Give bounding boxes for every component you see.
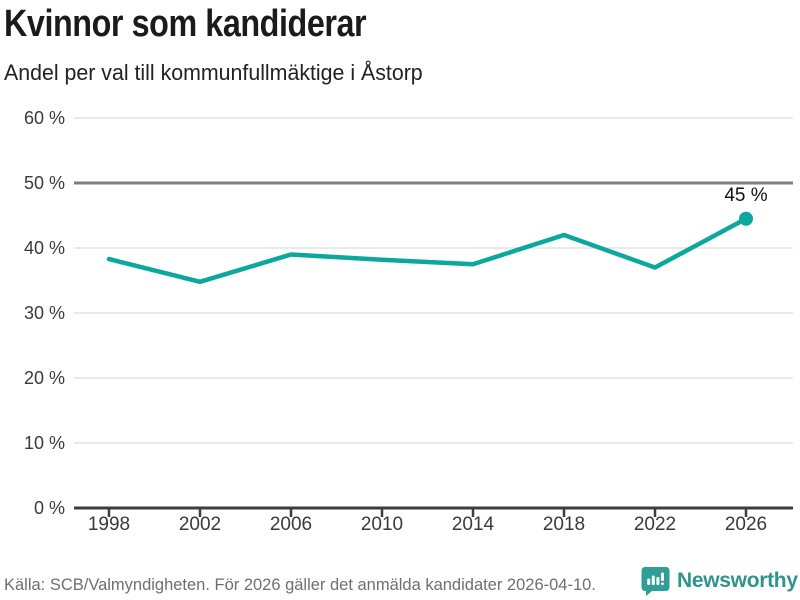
y-axis-tick-label: 60 % <box>23 108 65 128</box>
y-axis-tick-label: 30 % <box>23 303 65 323</box>
y-axis-tick-label: 50 % <box>23 173 65 193</box>
y-axis-tick-label: 0 % <box>33 498 65 518</box>
y-axis-tick-label: 20 % <box>23 368 65 388</box>
newsworthy-brand-text: Newsworthy <box>677 569 798 592</box>
x-axis-tick-label: 1998 <box>87 514 131 535</box>
page-subtitle: Andel per val till kommunfullmäktige i Å… <box>4 60 423 85</box>
y-axis-tick-label: 10 % <box>23 433 65 453</box>
end-point-marker <box>739 211 753 226</box>
x-axis-tick-label: 2026 <box>724 514 768 535</box>
y-axis-tick-label: 40 % <box>23 238 65 258</box>
page-title: Kvinnor som kandiderar <box>4 3 367 45</box>
end-point-value-label: 45 % <box>724 185 768 206</box>
x-axis-tick-label: 2018 <box>542 514 586 535</box>
trend-line-women-candidates <box>106 216 749 285</box>
x-axis-tick-label: 2010 <box>360 514 404 535</box>
x-axis-tick-label: 2002 <box>178 514 222 535</box>
newsworthy-logo-icon <box>641 567 670 596</box>
newsworthy-brand: Newsworthy <box>641 566 798 596</box>
x-axis-tick-label: 2022 <box>633 514 677 535</box>
x-axis-tick-label: 2014 <box>451 514 495 535</box>
x-axis-tick-label: 2006 <box>269 514 313 535</box>
footer-source: Källa: SCB/Valmyndigheten. För 2026 gäll… <box>4 575 596 594</box>
